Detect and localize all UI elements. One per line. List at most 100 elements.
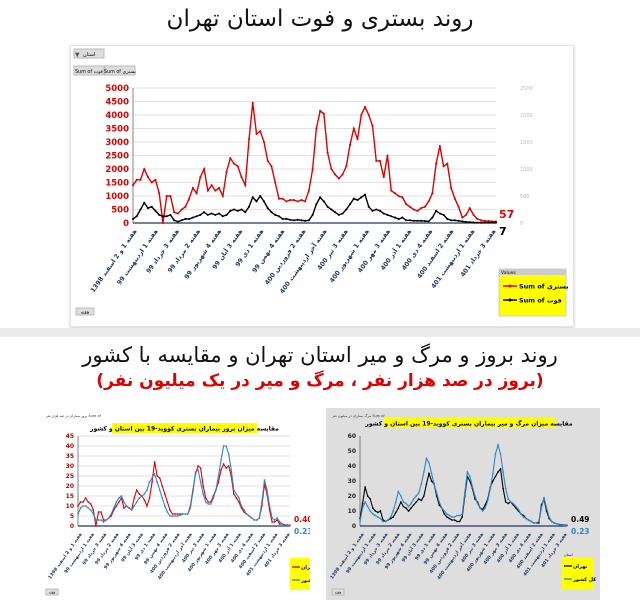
- data-point: [222, 463, 225, 465]
- data-point: [515, 505, 517, 508]
- data-point: [161, 215, 164, 218]
- data-point: [210, 212, 213, 215]
- data-point: [402, 501, 405, 503]
- data-point: [360, 113, 363, 117]
- data-point: [442, 213, 445, 216]
- filter-button[interactable]: [73, 48, 105, 59]
- data-point: [415, 495, 418, 497]
- data-point: [553, 522, 556, 524]
- data-point: [153, 473, 156, 475]
- field-button[interactable]: [104, 65, 136, 76]
- data-point: [133, 497, 136, 499]
- data-point: [527, 519, 530, 521]
- data-point: [416, 209, 419, 212]
- data-point: [415, 501, 418, 503]
- row-button[interactable]: [45, 588, 59, 596]
- data-point: [377, 516, 379, 518]
- data-point: [238, 501, 240, 503]
- data-point: [97, 519, 100, 521]
- data-point: [423, 220, 426, 223]
- data-point: [232, 493, 235, 495]
- data-point: [188, 217, 191, 220]
- data-point: [195, 192, 198, 195]
- data-point: [520, 513, 522, 515]
- data-point: [154, 178, 157, 181]
- data-point: [153, 461, 156, 463]
- data-point: [289, 199, 292, 202]
- title-highlight: [383, 418, 555, 428]
- data-point: [244, 211, 247, 214]
- row-button[interactable]: [331, 588, 345, 596]
- data-point: [189, 507, 192, 509]
- data-point: [148, 497, 151, 499]
- data-point: [423, 495, 425, 497]
- y-tick-label: 60: [348, 433, 356, 440]
- section-subtitle: (بروز در صد هزار نفر ، مرگ و میر در یک م…: [96, 371, 544, 391]
- row-button-label: هفته: [335, 591, 342, 595]
- data-point: [77, 513, 79, 515]
- y-tick-label: 10: [66, 503, 74, 510]
- data-point: [371, 513, 374, 515]
- data-point: [258, 517, 261, 519]
- chart-title: مقایسه میزان بروز بیماران بستری کووید-19…: [89, 426, 279, 433]
- data-point: [169, 515, 171, 517]
- data-point: [390, 189, 393, 192]
- data-point: [171, 515, 174, 517]
- data-point: [199, 467, 202, 469]
- data-point: [146, 207, 150, 210]
- data-point: [232, 162, 236, 165]
- data-point: [133, 505, 136, 507]
- data-point: [150, 181, 153, 184]
- data-point: [110, 513, 113, 515]
- data-point: [330, 208, 333, 211]
- funnel-icon: ▼: [75, 52, 80, 59]
- row-button[interactable]: [75, 307, 95, 316]
- field-button[interactable]: [73, 65, 105, 76]
- data-point: [268, 505, 271, 507]
- data-point: [465, 220, 468, 223]
- legend-title: استان: [564, 553, 573, 557]
- data-point: [423, 205, 426, 208]
- x-tick-label: هفته 1 اردیبهشت 99: [116, 228, 160, 286]
- data-point: [154, 209, 157, 212]
- end-label-province: 0.40: [294, 515, 310, 524]
- data-point: [173, 219, 176, 222]
- series-line-1: [359, 442, 568, 527]
- data-point: [532, 522, 535, 524]
- y-tick-label: 1000: [105, 192, 129, 202]
- data-point: [82, 505, 84, 507]
- data-point: [417, 498, 420, 500]
- data-point: [397, 194, 400, 198]
- data-point: [255, 519, 258, 521]
- data-point: [352, 127, 355, 130]
- data-point: [359, 520, 361, 523]
- data-point: [364, 486, 366, 488]
- data-point: [435, 162, 438, 165]
- data-point: [236, 209, 239, 212]
- y-tick-label: 20: [66, 483, 74, 490]
- legend-box: [290, 558, 310, 590]
- data-point: [497, 471, 499, 473]
- data-point: [123, 507, 125, 509]
- data-point: [538, 520, 540, 523]
- data-point: [202, 493, 204, 495]
- data-point: [483, 220, 486, 223]
- y-tick-label: 4500: [105, 97, 129, 107]
- legend-title: Values: [501, 270, 516, 276]
- data-point: [412, 219, 415, 222]
- data-point: [203, 167, 206, 171]
- data-point: [141, 495, 143, 497]
- y-tick-label: 5000: [105, 84, 129, 94]
- field-button-label: Sum of فوت: [75, 69, 103, 75]
- data-point: [491, 221, 494, 224]
- data-point: [209, 503, 212, 505]
- data-point: [420, 207, 423, 210]
- data-point: [227, 465, 230, 467]
- legend-label: Sum of بستری: [519, 283, 569, 291]
- data-point: [361, 502, 364, 505]
- data-point: [202, 485, 204, 487]
- data-point: [405, 507, 407, 509]
- data-point: [191, 186, 194, 189]
- data-point: [176, 515, 179, 517]
